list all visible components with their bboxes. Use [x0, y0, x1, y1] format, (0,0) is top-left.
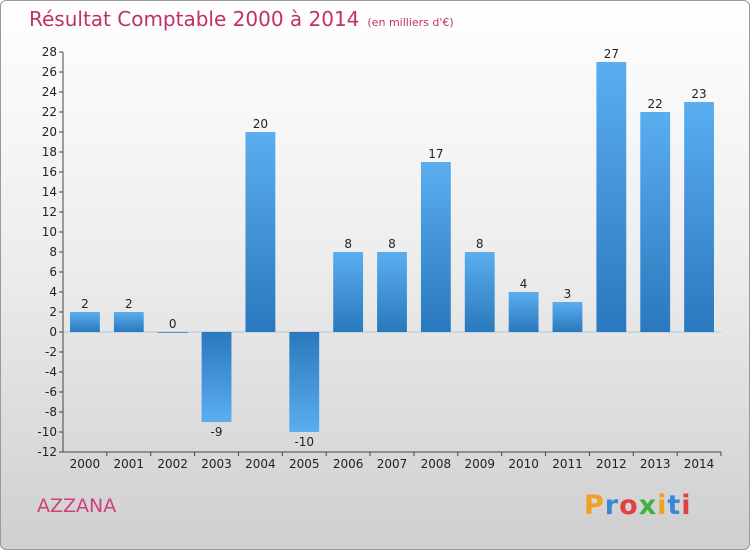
bar-2004 — [245, 132, 276, 332]
x-tick-label-2008: 2008 — [421, 457, 452, 471]
x-tick-label-2014: 2014 — [684, 457, 715, 471]
y-tick-label: 2 — [49, 305, 57, 319]
bar-2009 — [464, 252, 495, 332]
x-tick-label-2001: 2001 — [114, 457, 145, 471]
value-label-2006: 8 — [344, 237, 352, 251]
x-tick-label-2007: 2007 — [377, 457, 408, 471]
y-tick-label: 24 — [42, 85, 57, 99]
bar-2008 — [420, 162, 451, 332]
y-tick-label: 6 — [49, 265, 57, 279]
chart-title: Résultat Comptable 2000 à 2014 (en millie… — [29, 7, 454, 31]
logo-letter: x — [638, 490, 658, 521]
x-tick-label-2012: 2012 — [596, 457, 627, 471]
value-label-2009: 8 — [476, 237, 484, 251]
logo-letter: P — [584, 490, 605, 521]
bar-2007 — [377, 252, 407, 332]
y-tick-label: 22 — [42, 105, 57, 119]
y-tick-label: 26 — [42, 65, 57, 79]
value-label-2002: 0 — [169, 317, 177, 331]
y-tick-label: -6 — [45, 385, 57, 399]
x-tick-label-2003: 2003 — [201, 457, 232, 471]
x-tick-label-2011: 2011 — [552, 457, 583, 471]
y-tick-label: 4 — [49, 285, 57, 299]
bar-2014 — [684, 102, 714, 332]
bar-2000 — [70, 312, 100, 332]
bar-2003 — [201, 332, 232, 422]
bar-2013 — [640, 112, 671, 332]
chart-title-text: Résultat Comptable 2000 à 2014 — [29, 7, 360, 31]
y-tick-label: 10 — [42, 225, 57, 239]
proxiti-logo: Proxiti — [584, 490, 692, 521]
y-tick-label: -8 — [45, 405, 57, 419]
y-tick-label: 8 — [49, 245, 57, 259]
x-tick-label-2004: 2004 — [245, 457, 276, 471]
x-tick-label-2006: 2006 — [333, 457, 364, 471]
bar-2011 — [552, 302, 583, 332]
value-label-2010: 4 — [520, 277, 528, 291]
value-label-2008: 17 — [428, 147, 443, 161]
bar-2002 — [157, 332, 188, 333]
y-tick-label: -2 — [45, 345, 57, 359]
y-tick-label: 12 — [42, 205, 57, 219]
value-label-2013: 22 — [648, 97, 663, 111]
value-label-2003: -9 — [211, 425, 223, 439]
bar-2012 — [596, 62, 627, 332]
chart-subtitle: (en milliers d'€) — [367, 16, 454, 29]
x-tick-label-2002: 2002 — [157, 457, 188, 471]
bar-2006 — [333, 252, 364, 332]
x-tick-label-2009: 2009 — [464, 457, 495, 471]
value-label-2014: 23 — [691, 87, 706, 101]
value-label-2001: 2 — [125, 297, 133, 311]
value-label-2012: 27 — [604, 47, 619, 61]
value-label-2004: 20 — [253, 117, 268, 131]
y-tick-label: 16 — [42, 165, 57, 179]
bar-2005 — [289, 332, 320, 432]
value-label-2000: 2 — [81, 297, 89, 311]
x-tick-label-2000: 2000 — [70, 457, 101, 471]
bar-2001 — [113, 312, 144, 332]
x-tick-label-2010: 2010 — [508, 457, 539, 471]
y-tick-label: -4 — [45, 365, 57, 379]
logo-letter: i — [657, 490, 668, 521]
y-tick-label: 14 — [42, 185, 57, 199]
commune-name: AZZANA — [37, 495, 117, 517]
logo-letter: t — [667, 490, 682, 521]
x-tick-label-2005: 2005 — [289, 457, 320, 471]
y-tick-label: 20 — [42, 125, 57, 139]
y-tick-label: -12 — [37, 445, 57, 459]
value-label-2007: 8 — [388, 237, 396, 251]
logo-letter: r — [604, 490, 620, 521]
logo-letter: o — [619, 490, 639, 521]
y-tick-label: 28 — [42, 45, 57, 59]
y-tick-label: 18 — [42, 145, 57, 159]
y-tick-label: 0 — [49, 325, 57, 339]
bar-2010 — [508, 292, 539, 332]
x-tick-label-2013: 2013 — [640, 457, 671, 471]
value-label-2011: 3 — [564, 287, 572, 301]
y-tick-label: -10 — [37, 425, 57, 439]
value-label-2005: -10 — [294, 435, 314, 449]
logo-letter: i — [681, 490, 692, 521]
